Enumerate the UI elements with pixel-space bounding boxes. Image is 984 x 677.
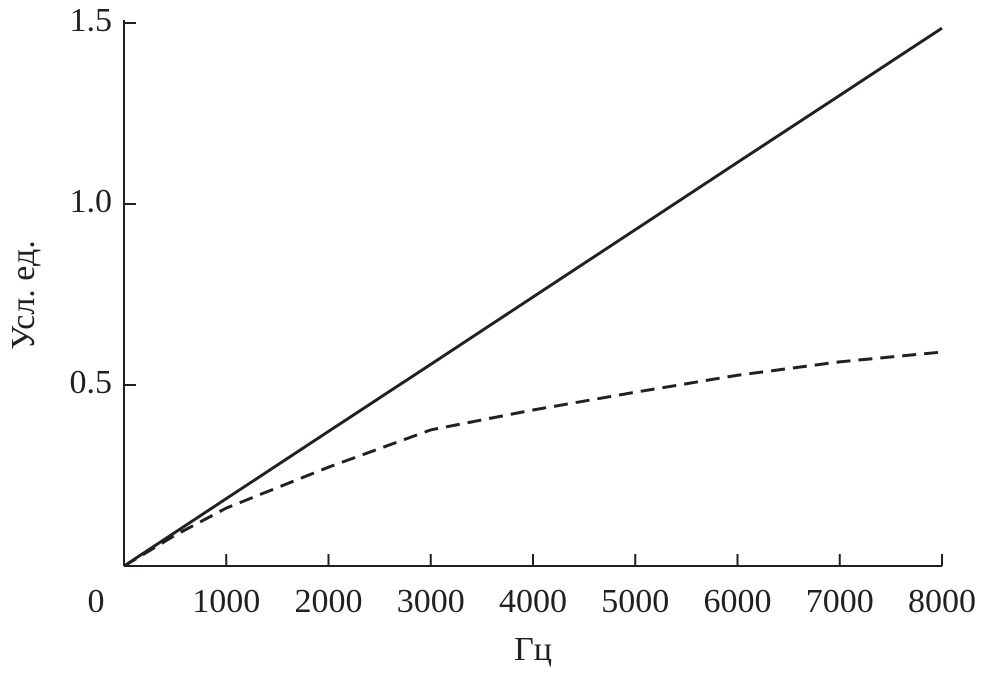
y-tick-label: 0.5: [70, 364, 113, 401]
y-tick-label: 1.5: [70, 2, 113, 39]
x-tick-label: 2000: [295, 583, 363, 620]
line-series: [123, 26, 943, 568]
x-tick-label: 3000: [397, 583, 465, 620]
x-tick-label: 5000: [601, 583, 669, 620]
x-tick-label: 4000: [499, 583, 567, 620]
x-tick-label: 0: [88, 583, 105, 620]
x-tick-label: 7000: [806, 583, 874, 620]
y-axis-label: Усл. ед.: [5, 240, 42, 350]
y-tick-label: 1.0: [70, 183, 113, 220]
x-tick-label: 6000: [704, 583, 772, 620]
line-series: [123, 350, 943, 568]
x-tick-label: 1000: [192, 583, 260, 620]
x-tick-label: 8000: [908, 583, 976, 620]
x-axis-label: Гц: [514, 631, 552, 668]
